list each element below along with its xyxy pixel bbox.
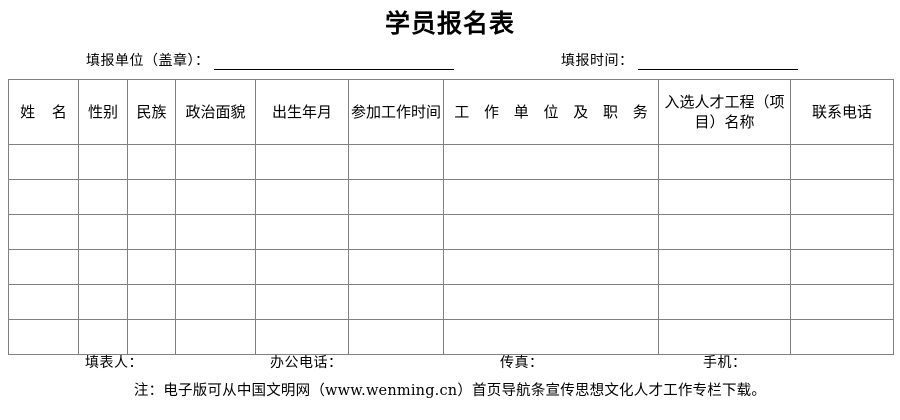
cell-birth-date[interactable] <box>255 144 349 180</box>
cell-gender[interactable] <box>78 249 128 285</box>
filler-date-label: 填报时间： <box>561 53 634 69</box>
cell-gender[interactable] <box>78 179 128 215</box>
filler-unit-label: 填报单位（盖章）： <box>86 53 210 69</box>
cell-name[interactable] <box>8 319 79 355</box>
cell-work-start-time[interactable] <box>348 214 444 250</box>
cell-political-status[interactable] <box>175 319 256 355</box>
cell-employer-position[interactable] <box>443 179 659 215</box>
cell-ethnicity[interactable] <box>127 179 176 215</box>
filler-date-input[interactable] <box>637 53 798 70</box>
cell-phone[interactable] <box>790 249 894 285</box>
cell-ethnicity[interactable] <box>127 284 176 320</box>
cell-talent-program[interactable] <box>658 284 791 320</box>
cell-phone[interactable] <box>790 214 894 250</box>
cell-birth-date[interactable] <box>255 249 349 285</box>
cell-name[interactable] <box>8 144 79 180</box>
cell-name[interactable] <box>8 284 79 320</box>
footer-contact-fax: 传真： <box>500 353 544 373</box>
cell-political-status[interactable] <box>175 179 256 215</box>
cell-birth-date[interactable] <box>255 214 349 250</box>
table-row <box>8 284 894 320</box>
cell-talent-program[interactable] <box>658 214 791 250</box>
cell-employer-position[interactable] <box>443 144 659 180</box>
table-row <box>8 249 894 285</box>
cell-political-status[interactable] <box>175 214 256 250</box>
footer-contact-mobile: 手机： <box>703 353 747 373</box>
column-header-phone: 联系电话 <box>790 79 894 145</box>
footer-contacts: 填表人： 办公电话： 传真： 手机： <box>0 353 900 375</box>
cell-talent-program[interactable] <box>658 179 791 215</box>
cell-talent-program[interactable] <box>658 144 791 180</box>
cell-political-status[interactable] <box>175 284 256 320</box>
cell-gender[interactable] <box>78 214 128 250</box>
footer-contact-filler-label: 填表人： <box>85 355 143 371</box>
column-header-talent-program: 入选人才工程（项目）名称 <box>658 79 791 145</box>
cell-gender[interactable] <box>78 284 128 320</box>
footer-contact-office-phone: 办公电话： <box>270 353 343 373</box>
cell-ethnicity[interactable] <box>127 319 176 355</box>
cell-talent-program[interactable] <box>658 319 791 355</box>
cell-phone[interactable] <box>790 284 894 320</box>
column-header-ethnicity: 民族 <box>127 79 176 145</box>
column-header-employer-position: 工 作 单 位 及 职 务 <box>443 79 659 145</box>
table-row <box>8 214 894 250</box>
column-header-political-status: 政治面貌 <box>175 79 256 145</box>
filler-unit-input[interactable] <box>213 53 454 70</box>
cell-talent-program[interactable] <box>658 249 791 285</box>
cell-gender[interactable] <box>78 319 128 355</box>
cell-phone[interactable] <box>790 319 894 355</box>
footer-contact-mobile-label: 手机： <box>703 355 747 371</box>
cell-name[interactable] <box>8 249 79 285</box>
table-header-row: 姓 名 性别 民族 政治面貌 出生年月 参加工作时间 工 作 单 位 及 职 务… <box>8 79 894 145</box>
column-header-work-start-time: 参加工作时间 <box>348 79 444 145</box>
filler-unit-field: 填报单位（盖章）： <box>86 52 454 70</box>
cell-ethnicity[interactable] <box>127 249 176 285</box>
cell-employer-position[interactable] <box>443 214 659 250</box>
column-header-birth-date: 出生年月 <box>255 79 349 145</box>
meta-row: 填报单位（盖章）： 填报时间： <box>8 52 893 76</box>
cell-birth-date[interactable] <box>255 284 349 320</box>
cell-birth-date[interactable] <box>255 179 349 215</box>
table-row <box>8 144 894 180</box>
cell-work-start-time[interactable] <box>348 249 444 285</box>
cell-name[interactable] <box>8 179 79 215</box>
table-body <box>8 144 894 355</box>
footer-note: 注：电子版可从中国文明网（www.wenming.cn）首页导航条宣传思想文化人… <box>133 383 767 399</box>
cell-work-start-time[interactable] <box>348 179 444 215</box>
cell-name[interactable] <box>8 214 79 250</box>
cell-employer-position[interactable] <box>443 249 659 285</box>
filler-date-field: 填报时间： <box>561 52 798 70</box>
footer-contact-filler: 填表人： <box>85 353 143 373</box>
cell-political-status[interactable] <box>175 144 256 180</box>
table-row <box>8 319 894 355</box>
cell-ethnicity[interactable] <box>127 144 176 180</box>
cell-phone[interactable] <box>790 144 894 180</box>
registration-table: 姓 名 性别 民族 政治面貌 出生年月 参加工作时间 工 作 单 位 及 职 务… <box>8 79 894 355</box>
footer-contact-fax-label: 传真： <box>500 355 544 371</box>
column-header-name: 姓 名 <box>8 79 79 145</box>
footer-contact-office-phone-label: 办公电话： <box>270 355 343 371</box>
cell-political-status[interactable] <box>175 249 256 285</box>
cell-work-start-time[interactable] <box>348 284 444 320</box>
cell-gender[interactable] <box>78 144 128 180</box>
cell-ethnicity[interactable] <box>127 214 176 250</box>
cell-phone[interactable] <box>790 179 894 215</box>
cell-employer-position[interactable] <box>443 284 659 320</box>
page-title: 学员报名表 <box>384 9 515 38</box>
cell-employer-position[interactable] <box>443 319 659 355</box>
cell-work-start-time[interactable] <box>348 144 444 180</box>
table-row <box>8 179 894 215</box>
cell-birth-date[interactable] <box>255 319 349 355</box>
cell-work-start-time[interactable] <box>348 319 444 355</box>
column-header-gender: 性别 <box>78 79 128 145</box>
